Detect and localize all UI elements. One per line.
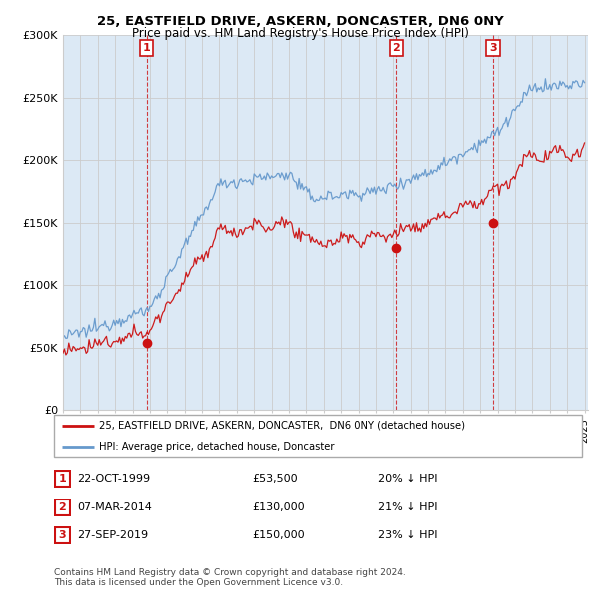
Text: 07-MAR-2014: 07-MAR-2014 <box>77 503 152 512</box>
Text: 1: 1 <box>59 474 66 484</box>
Text: 25, EASTFIELD DRIVE, ASKERN, DONCASTER, DN6 0NY: 25, EASTFIELD DRIVE, ASKERN, DONCASTER, … <box>97 15 503 28</box>
FancyBboxPatch shape <box>55 471 70 487</box>
Text: 22-OCT-1999: 22-OCT-1999 <box>77 474 150 484</box>
Text: 25, EASTFIELD DRIVE, ASKERN, DONCASTER,  DN6 0NY (detached house): 25, EASTFIELD DRIVE, ASKERN, DONCASTER, … <box>99 421 465 431</box>
FancyBboxPatch shape <box>55 499 70 516</box>
Text: 20% ↓ HPI: 20% ↓ HPI <box>378 474 437 484</box>
Text: £130,000: £130,000 <box>252 503 305 512</box>
Text: 3: 3 <box>489 43 497 53</box>
Text: 21% ↓ HPI: 21% ↓ HPI <box>378 503 437 512</box>
Text: 23% ↓ HPI: 23% ↓ HPI <box>378 530 437 540</box>
Text: £53,500: £53,500 <box>252 474 298 484</box>
FancyBboxPatch shape <box>54 415 582 457</box>
Text: 1: 1 <box>143 43 151 53</box>
Text: HPI: Average price, detached house, Doncaster: HPI: Average price, detached house, Donc… <box>99 442 334 452</box>
Text: 3: 3 <box>59 530 66 540</box>
Text: 27-SEP-2019: 27-SEP-2019 <box>77 530 148 540</box>
FancyBboxPatch shape <box>55 527 70 543</box>
Text: 2: 2 <box>392 43 400 53</box>
Text: Contains HM Land Registry data © Crown copyright and database right 2024.
This d: Contains HM Land Registry data © Crown c… <box>54 568 406 587</box>
Text: 2: 2 <box>59 503 66 512</box>
Text: Price paid vs. HM Land Registry's House Price Index (HPI): Price paid vs. HM Land Registry's House … <box>131 27 469 40</box>
Text: £150,000: £150,000 <box>252 530 305 540</box>
